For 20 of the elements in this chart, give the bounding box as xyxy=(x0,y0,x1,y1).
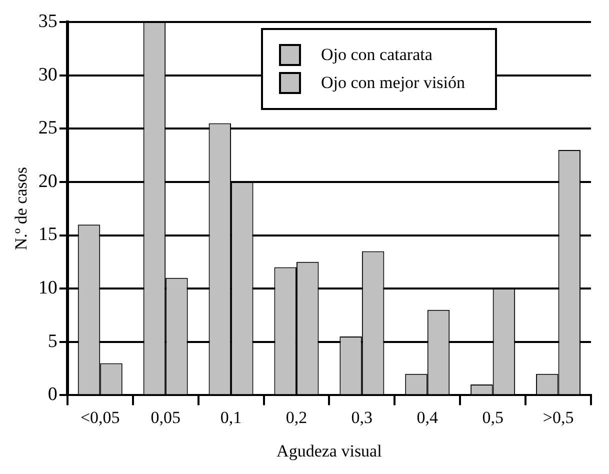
y-tick-label: 5 xyxy=(48,330,58,352)
x-tick-label: 0,2 xyxy=(286,408,308,427)
x-tick-label: 0,5 xyxy=(482,408,504,427)
x-tick-label: 0,05 xyxy=(150,408,180,427)
legend-label: Ojo con mejor visión xyxy=(321,73,466,93)
x-tick-label: 0,3 xyxy=(351,408,373,427)
y-axis-title: N.º de casos xyxy=(12,167,31,250)
y-tick-label: 35 xyxy=(38,10,58,32)
x-tick-label: >0,5 xyxy=(542,408,574,427)
x-tick-label: 0,1 xyxy=(220,408,242,427)
x-axis-title: Agudeza visual xyxy=(276,441,382,460)
x-tick-label: 0,4 xyxy=(416,408,438,427)
y-tick-label: 30 xyxy=(38,64,58,86)
y-tick-label: 20 xyxy=(38,170,58,192)
y-tick-label: 25 xyxy=(38,118,58,139)
x-tick-label: <0,05 xyxy=(80,408,120,427)
y-tick-label: 15 xyxy=(38,224,58,246)
y-tick-label: 0 xyxy=(48,384,58,406)
legend-label: Ojo con catarata xyxy=(321,45,432,65)
y-tick-label: 10 xyxy=(38,278,58,299)
